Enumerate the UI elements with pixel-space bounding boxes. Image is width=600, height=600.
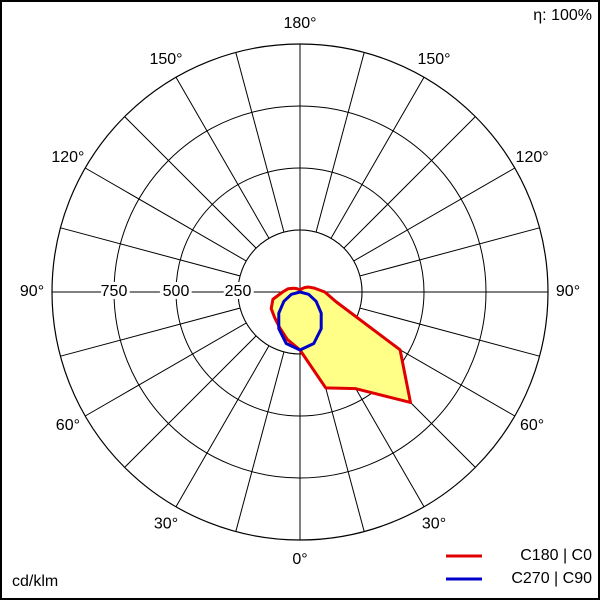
angle-label: 120° xyxy=(516,149,549,166)
angle-label: 180° xyxy=(283,15,316,32)
ring-label: 250 xyxy=(225,283,252,300)
legend-label: C180 | C0 xyxy=(520,547,592,564)
angle-label: 60° xyxy=(56,417,80,434)
efficiency-label: η: 100% xyxy=(533,7,592,24)
angle-label: 150° xyxy=(417,51,450,68)
area-fill xyxy=(278,292,322,351)
angle-label: 0° xyxy=(292,551,307,568)
angle-label: 150° xyxy=(149,51,182,68)
ring-label: 500 xyxy=(163,283,190,300)
angle-label: 90° xyxy=(556,283,580,300)
legend-label: C270 | C90 xyxy=(511,570,592,587)
angle-label: 30° xyxy=(422,515,446,532)
angle-label: 120° xyxy=(51,149,84,166)
ring-label: 750 xyxy=(101,283,128,300)
grid xyxy=(51,43,549,541)
angle-label: 30° xyxy=(154,515,178,532)
series-line xyxy=(277,290,323,352)
angle-label: 90° xyxy=(20,283,44,300)
unit-label: cd/klm xyxy=(12,573,58,590)
angle-label: 60° xyxy=(520,417,544,434)
